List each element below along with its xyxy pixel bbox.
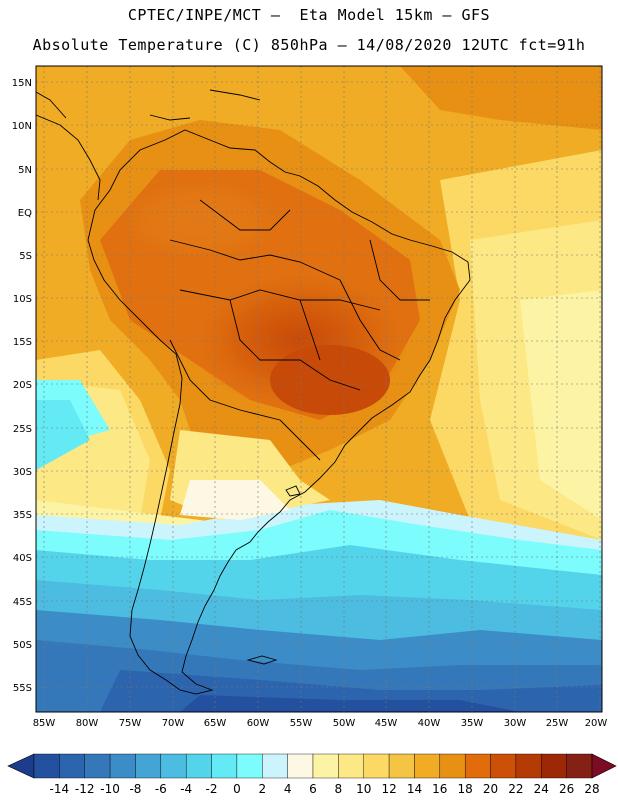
- colorbar-swatch: [312, 753, 339, 779]
- colorbar-label: 8: [335, 782, 343, 796]
- lat-label: 5S: [19, 251, 32, 262]
- colorbar-swatch: [338, 753, 364, 779]
- lon-label: 40W: [418, 718, 441, 729]
- colorbar-swatch: [566, 753, 593, 779]
- lon-label: 60W: [247, 718, 270, 729]
- colorbar-swatch: [388, 753, 415, 779]
- lat-label: 10N: [12, 121, 32, 132]
- colorbar-label: 20: [483, 782, 498, 796]
- colorbar-label: -4: [180, 782, 192, 796]
- colorbar-label: 22: [508, 782, 523, 796]
- colorbar-label: 26: [559, 782, 574, 796]
- lon-label: 80W: [76, 718, 99, 729]
- colorbar-label: -12: [75, 782, 95, 796]
- latitude-axis: 15N 10N 5N EQ 5S 10S 15S 20S 25S 30S 35S…: [12, 78, 32, 694]
- chart-title-line-1: CPTEC/INPE/MCT – Eta Model 15km – GFS: [127, 6, 491, 24]
- colorbar-swatch: [414, 753, 441, 779]
- colorbar-label: 28: [584, 782, 599, 796]
- colorbar-swatch: [33, 753, 60, 779]
- lon-label: 55W: [290, 718, 313, 729]
- graticule: [36, 66, 602, 712]
- lon-label: 50W: [333, 718, 356, 729]
- lon-label: 45W: [375, 718, 398, 729]
- lat-label: 15S: [13, 337, 32, 348]
- colorbar-arrow-high: [591, 753, 617, 779]
- colorbar-label: 2: [258, 782, 266, 796]
- colorbar-label: -8: [129, 782, 141, 796]
- colorbar-label: -2: [206, 782, 218, 796]
- colorbar-swatch: [541, 753, 567, 779]
- colorbar-label: -6: [155, 782, 167, 796]
- colorbar-swatch: [287, 753, 314, 779]
- colorbar-swatch: [84, 753, 111, 779]
- colorbar-swatch: [185, 753, 212, 779]
- colorbar-label: 14: [407, 782, 422, 796]
- colorbar-swatch: [59, 753, 85, 779]
- longitude-axis: 85W 80W 75W 70W 65W 60W 55W 50W 45W 40W …: [33, 718, 608, 729]
- colorbar-label: 12: [381, 782, 396, 796]
- lon-label: 65W: [204, 718, 227, 729]
- lon-label: 25W: [546, 718, 569, 729]
- colorbar-label: 16: [432, 782, 447, 796]
- map-border: [35, 65, 603, 713]
- lon-label: 35W: [461, 718, 484, 729]
- lat-label: 10S: [13, 294, 32, 305]
- lat-label: EQ: [18, 208, 32, 219]
- colorbar-swatch: [490, 753, 517, 779]
- colorbar-label: 10: [356, 782, 371, 796]
- lat-label: 35S: [13, 510, 32, 521]
- colorbar-swatch: [135, 753, 162, 779]
- lat-label: 50S: [13, 640, 32, 651]
- lon-label: 30W: [504, 718, 527, 729]
- coastline: [36, 89, 471, 695]
- chart-title-line-2: Absolute Temperature (C) 850hPa – 14/08/…: [32, 36, 586, 54]
- lat-label: 15N: [12, 78, 32, 89]
- lat-label: 30S: [13, 467, 32, 478]
- temperature-field: [36, 66, 602, 712]
- lon-label: 85W: [33, 718, 56, 729]
- lon-label: 75W: [119, 718, 142, 729]
- lat-label: 20S: [13, 380, 32, 391]
- colorbar-arrow-low: [7, 753, 35, 779]
- colorbar-swatch: [464, 753, 491, 779]
- colorbar-label: 4: [284, 782, 292, 796]
- lon-label: 20W: [585, 718, 608, 729]
- lat-label: 55S: [13, 683, 32, 694]
- colorbar-swatch: [160, 753, 187, 779]
- lat-label: 5N: [18, 165, 32, 176]
- colorbar-label: 0: [233, 782, 241, 796]
- colorbar-label: -10: [100, 782, 120, 796]
- colorbar-swatch: [109, 753, 136, 779]
- colorbar-label: 24: [534, 782, 549, 796]
- colorbar: -14 -12 -10 -8 -6 -4 -2 0 2 4 6 8 10 12 14 16 18 20 22 24 26…: [7, 753, 617, 796]
- colorbar-swatch: [262, 753, 288, 779]
- lon-label: 70W: [162, 718, 185, 729]
- colorbar-swatch: [439, 753, 466, 779]
- colorbar-swatch: [363, 753, 390, 779]
- colorbar-label: 18: [458, 782, 473, 796]
- colorbar-label: 6: [309, 782, 317, 796]
- colorbar-label: -14: [50, 782, 70, 796]
- colorbar-swatch: [515, 753, 542, 779]
- colorbar-swatch: [211, 753, 238, 779]
- lat-label: 25S: [13, 424, 32, 435]
- colorbar-swatch: [236, 753, 263, 779]
- lat-label: 40S: [13, 553, 32, 564]
- lat-label: 45S: [13, 597, 32, 608]
